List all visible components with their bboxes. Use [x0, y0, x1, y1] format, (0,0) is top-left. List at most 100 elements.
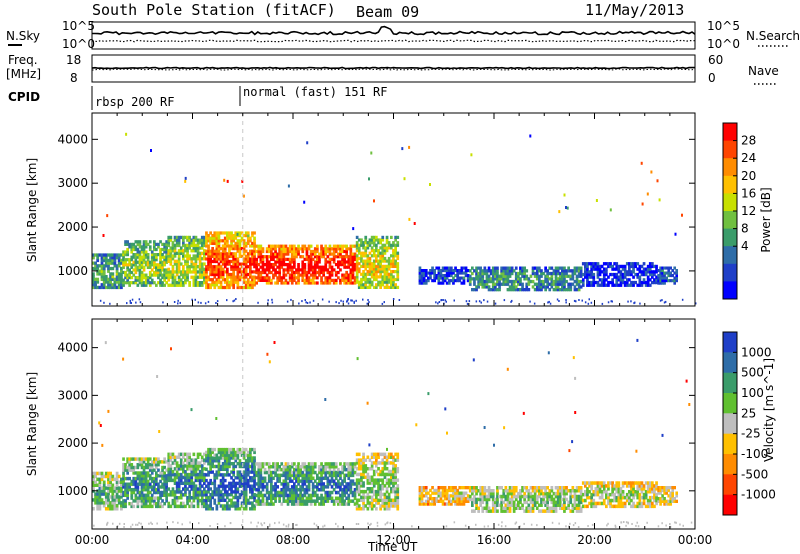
scatter-cell: [295, 270, 298, 275]
scatter-cell: [265, 499, 269, 503]
scatter-cell: [196, 467, 200, 471]
scatter-cell: [161, 247, 164, 252]
scatter-cell: [471, 288, 474, 292]
scatter-cell: [357, 472, 361, 477]
scatter-cell: [468, 497, 472, 502]
scatter-cell: [429, 502, 432, 506]
scatter-cell: [98, 486, 102, 490]
scatter-cell: [489, 271, 493, 276]
scatter-cell: [117, 480, 121, 484]
scatter-cell: [107, 504, 110, 508]
scatter-cell: [447, 279, 451, 283]
scatter-cell: [295, 268, 298, 272]
scatter-cell: [157, 253, 160, 257]
scatter-cell: [177, 464, 181, 468]
scatter-cell: [232, 504, 235, 508]
scatter-cell: [98, 253, 102, 257]
scatter-cell: [115, 277, 119, 281]
scatter-cell: [182, 455, 185, 459]
scatter-cell: [418, 494, 422, 498]
scatter-cell: [602, 280, 606, 285]
scatter-cell: [142, 479, 146, 484]
scatter-cell: [381, 249, 385, 253]
scatter-cell: [379, 452, 382, 457]
scatter-cell: [270, 281, 273, 285]
scatter-cell: [188, 257, 191, 261]
scatter-cell: [655, 270, 658, 274]
scatter-cell: [242, 481, 246, 486]
scatter-cell: [263, 278, 267, 282]
scatter-cell: [290, 257, 294, 261]
scatter-cell: [230, 278, 233, 282]
scatter-cell: [326, 499, 330, 503]
scatter-cell: [203, 278, 206, 282]
scatter-cell: [653, 264, 656, 269]
scatter-cell: [548, 288, 552, 292]
scatter-cell: [575, 277, 579, 281]
scatter-cell: [309, 502, 313, 506]
scatter-cell: [179, 461, 183, 465]
scatter-cell: [124, 504, 127, 509]
scatter-cell: [351, 276, 355, 280]
scatter-cell: [120, 258, 123, 263]
scatter-cell: [392, 469, 395, 474]
scatter-cell: [163, 474, 166, 478]
scatter-cell: [192, 484, 196, 488]
scatter-cell: [535, 285, 539, 289]
scatter-cell: [441, 488, 445, 493]
scatter-cell: [368, 238, 372, 242]
scatter-cell: [242, 249, 246, 253]
scatter-cell: [504, 282, 508, 286]
scatter-cell: [122, 283, 125, 287]
scatter-cell: [213, 484, 217, 488]
scatter-cell: [159, 273, 162, 277]
scatter-cell: [207, 265, 210, 269]
scatter-cell: [355, 259, 359, 263]
scatter-cell: [155, 258, 158, 262]
scatter-cell: [377, 478, 380, 482]
scatter-cell: [200, 238, 204, 242]
scatter-cell: [387, 285, 391, 289]
scatter-cell: [586, 280, 589, 285]
scatter-cell: [163, 482, 166, 486]
scatter-cell: [353, 263, 357, 267]
scatter-cell: [318, 252, 321, 256]
scatter-cell: [433, 276, 436, 280]
scatter-cell: [134, 268, 138, 272]
scatter-cell: [443, 491, 447, 495]
scatter-cell: [309, 281, 313, 285]
scatter-cell: [491, 503, 495, 507]
scatter-cell: [198, 270, 202, 274]
scatter-cell: [173, 235, 177, 240]
scatter-cell: [146, 493, 150, 497]
scatter-cell: [309, 268, 313, 272]
scatter-cell: [483, 282, 487, 286]
scatter-cell: [196, 241, 200, 245]
scatter-cell: [126, 471, 129, 475]
scatter-cell: [379, 484, 382, 488]
scatter-cell: [128, 283, 131, 287]
scatter-cell: [311, 467, 315, 472]
scatter-cell: [665, 279, 668, 283]
scatter-cell: [205, 249, 208, 253]
scatter-cell: [278, 255, 281, 259]
scatter-cell: [305, 473, 309, 478]
scatter-cell: [565, 299, 567, 301]
scatter-cell: [171, 265, 175, 269]
scatter-cell: [353, 488, 357, 492]
scatter-cell: [357, 452, 361, 457]
scatter-cell: [307, 470, 311, 475]
scatter-cell: [182, 275, 185, 279]
scatter-cell: [390, 246, 393, 250]
scatter-cell: [483, 491, 487, 496]
scatter-cell: [282, 488, 286, 492]
scatter-cell: [270, 488, 273, 492]
scatter-cell: [270, 470, 273, 475]
scatter-cell: [253, 498, 256, 502]
scatter-cell: [320, 244, 323, 248]
scatter-cell: [295, 479, 298, 483]
scatter-cell: [607, 262, 610, 266]
scatter-cell: [270, 473, 273, 478]
scatter-cell: [360, 498, 363, 502]
scatter-cell: [288, 470, 292, 475]
